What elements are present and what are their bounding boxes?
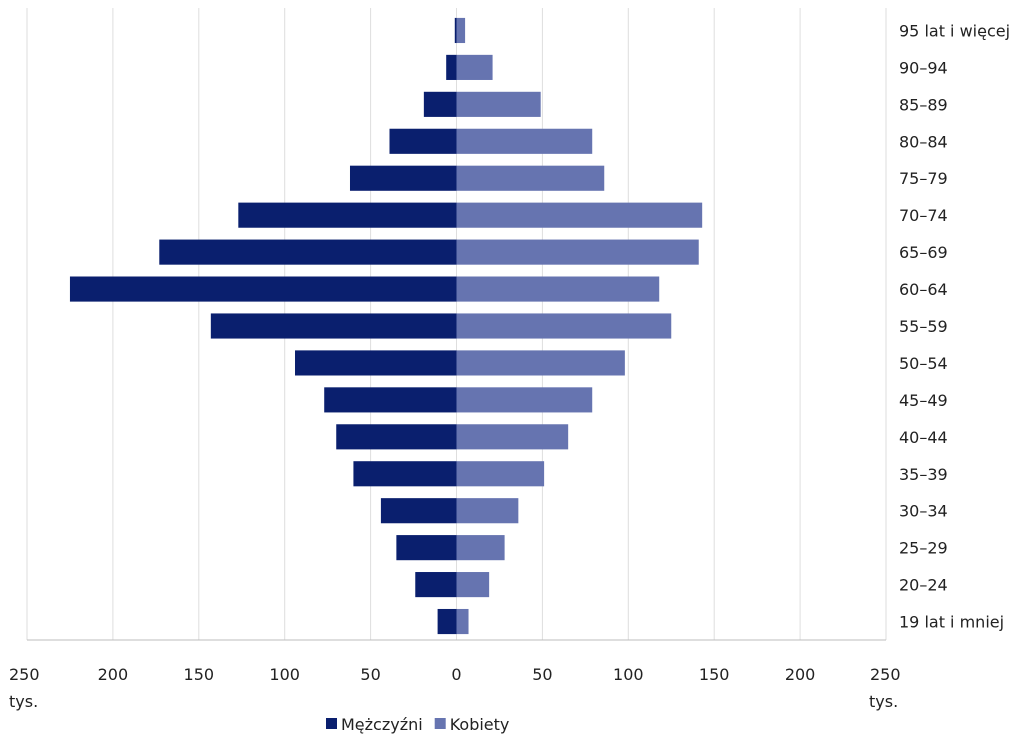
bar-female-6 bbox=[456, 239, 699, 265]
bar-female-15 bbox=[456, 572, 490, 598]
bar-male-1 bbox=[446, 54, 457, 80]
bar-female-2 bbox=[456, 91, 541, 117]
bar-male-8 bbox=[210, 313, 457, 339]
category-labels: 95 lat i więcej 90–94 85–89 80–84 75–79 70–74… bbox=[899, 21, 1010, 631]
category-label: 75–79 bbox=[899, 169, 948, 188]
bar-male-9 bbox=[295, 350, 457, 376]
bar-male-13 bbox=[380, 498, 457, 524]
x-tick-label: 100 bbox=[613, 665, 644, 684]
category-label: 80–84 bbox=[899, 132, 948, 151]
x-tick-label: 50 bbox=[360, 665, 380, 684]
bar-female-4 bbox=[456, 165, 605, 191]
category-label: 85–89 bbox=[899, 95, 948, 114]
x-tick-label: 250 bbox=[870, 665, 901, 684]
bar-female-0 bbox=[456, 17, 466, 44]
legend-swatch-female bbox=[434, 718, 446, 729]
category-label: 55–59 bbox=[899, 317, 948, 336]
bar-female-16 bbox=[456, 608, 469, 635]
x-tick-label: 100 bbox=[269, 665, 300, 684]
x-unit-right: tys. bbox=[869, 692, 898, 711]
x-tick-label: 200 bbox=[98, 665, 129, 684]
bar-male-3 bbox=[389, 128, 457, 154]
bar-male-11 bbox=[336, 424, 457, 450]
bar-male-4 bbox=[349, 165, 457, 191]
bar-female-9 bbox=[456, 350, 625, 376]
x-tick-label: 150 bbox=[184, 665, 215, 684]
x-unit-left: tys. bbox=[9, 692, 38, 711]
bar-male-16 bbox=[437, 608, 457, 635]
bar-male-0 bbox=[454, 17, 457, 44]
bar-female-1 bbox=[456, 54, 493, 80]
category-label: 30–34 bbox=[899, 502, 948, 521]
bar-female-3 bbox=[456, 128, 593, 154]
category-label: 95 lat i więcej bbox=[899, 21, 1010, 40]
bar-male-12 bbox=[353, 461, 457, 487]
bar-female-11 bbox=[456, 424, 569, 450]
category-label: 35–39 bbox=[899, 465, 948, 484]
bar-male-14 bbox=[396, 535, 457, 561]
category-label: 25–29 bbox=[899, 539, 948, 558]
category-label: 90–94 bbox=[899, 58, 948, 77]
legend: Mężczyźni Kobiety bbox=[326, 715, 509, 734]
bar-male-6 bbox=[159, 239, 457, 265]
category-label: 40–44 bbox=[899, 428, 948, 447]
category-label: 19 lat i mniej bbox=[899, 613, 1004, 632]
bars bbox=[69, 17, 703, 635]
bar-male-2 bbox=[423, 91, 457, 117]
category-label: 60–64 bbox=[899, 280, 948, 299]
x-tick-label: 200 bbox=[785, 665, 816, 684]
bar-female-10 bbox=[456, 387, 593, 413]
bar-female-5 bbox=[456, 202, 703, 228]
category-label: 65–69 bbox=[899, 243, 948, 262]
legend-swatch-male bbox=[326, 718, 337, 729]
bar-male-15 bbox=[415, 572, 457, 598]
category-label: 45–49 bbox=[899, 391, 948, 410]
bar-female-14 bbox=[456, 535, 505, 561]
x-tick-label: 250 bbox=[9, 665, 40, 684]
x-tick-label: 0 bbox=[451, 665, 461, 684]
bar-female-13 bbox=[456, 498, 519, 524]
bar-male-10 bbox=[324, 387, 457, 413]
legend-label-female: Kobiety bbox=[450, 715, 510, 734]
bar-male-5 bbox=[238, 202, 457, 228]
category-label: 50–54 bbox=[899, 354, 948, 373]
bar-female-8 bbox=[456, 313, 672, 339]
bar-male-7 bbox=[69, 276, 457, 302]
legend-label-male: Mężczyźni bbox=[341, 715, 423, 734]
category-label: 20–24 bbox=[899, 576, 948, 595]
category-label: 70–74 bbox=[899, 206, 948, 225]
x-tick-label: 50 bbox=[532, 665, 552, 684]
bar-female-12 bbox=[456, 461, 545, 487]
x-tick-labels: 250 200 150 100 50 0 50 100 150 200 250 bbox=[9, 665, 901, 684]
bar-female-7 bbox=[456, 276, 660, 302]
x-tick-label: 150 bbox=[699, 665, 730, 684]
